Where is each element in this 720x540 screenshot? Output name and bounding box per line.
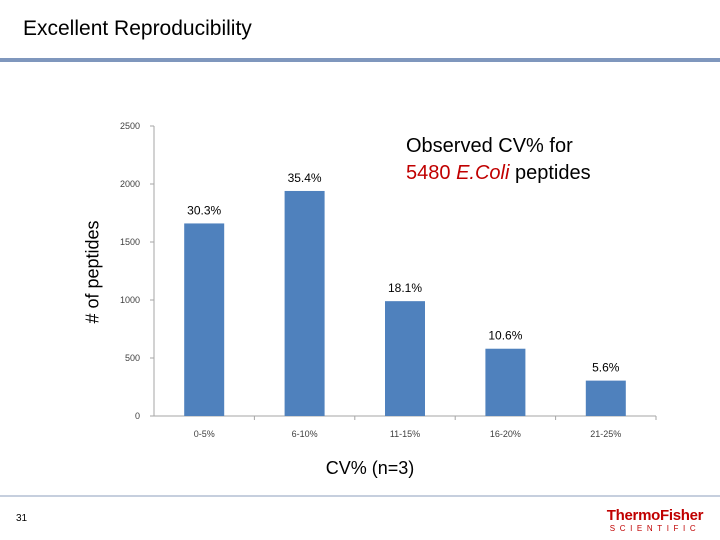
annotation-line-1: Observed CV% for	[406, 135, 573, 157]
x-axis-label: CV% (n=3)	[325, 458, 415, 478]
x-tick-label: 11-15%	[390, 429, 420, 439]
bar	[385, 301, 425, 416]
x-tick-label: 6-10%	[292, 429, 318, 439]
data-label: 18.1%	[388, 281, 422, 295]
slide-title: Excellent Reproducibility	[23, 17, 252, 40]
x-tick-label: 21-25%	[590, 429, 621, 439]
logo-wordmark: ThermoFisher	[606, 507, 704, 524]
annotation-line-2: 5480 E.Coli peptides	[406, 160, 591, 187]
annotation-tail: peptides	[514, 162, 591, 184]
y-tick-label: 1000	[120, 295, 140, 305]
bar	[284, 190, 325, 416]
y-tick-label: 0	[135, 411, 140, 421]
data-label: 10.6%	[488, 329, 522, 343]
logo-subtitle: SCIENTIFIC	[609, 524, 701, 533]
bar	[184, 223, 225, 416]
data-label: 35.4%	[288, 171, 322, 185]
y-tick-label: 2500	[120, 121, 140, 131]
footer-divider	[0, 495, 720, 497]
chart-annotation: Observed CV% for 5480 E.Coli peptides	[406, 133, 591, 187]
page-number: 31	[16, 513, 28, 524]
peptide-count: 5480	[406, 162, 451, 184]
organism-name: E.Coli	[456, 162, 510, 184]
thermofisher-logo: ThermoFisher SCIENTIFIC	[600, 508, 710, 534]
x-tick-label: 0-5%	[194, 429, 215, 439]
data-label: 30.3%	[187, 203, 221, 217]
y-tick-label: 2000	[120, 179, 140, 189]
y-tick-label: 500	[125, 353, 140, 363]
bar	[585, 380, 626, 416]
data-label: 5.6%	[592, 361, 620, 375]
bar	[485, 348, 526, 416]
title-divider	[0, 58, 720, 62]
x-tick-label: 16-20%	[490, 429, 521, 439]
y-tick-label: 1500	[120, 237, 140, 247]
